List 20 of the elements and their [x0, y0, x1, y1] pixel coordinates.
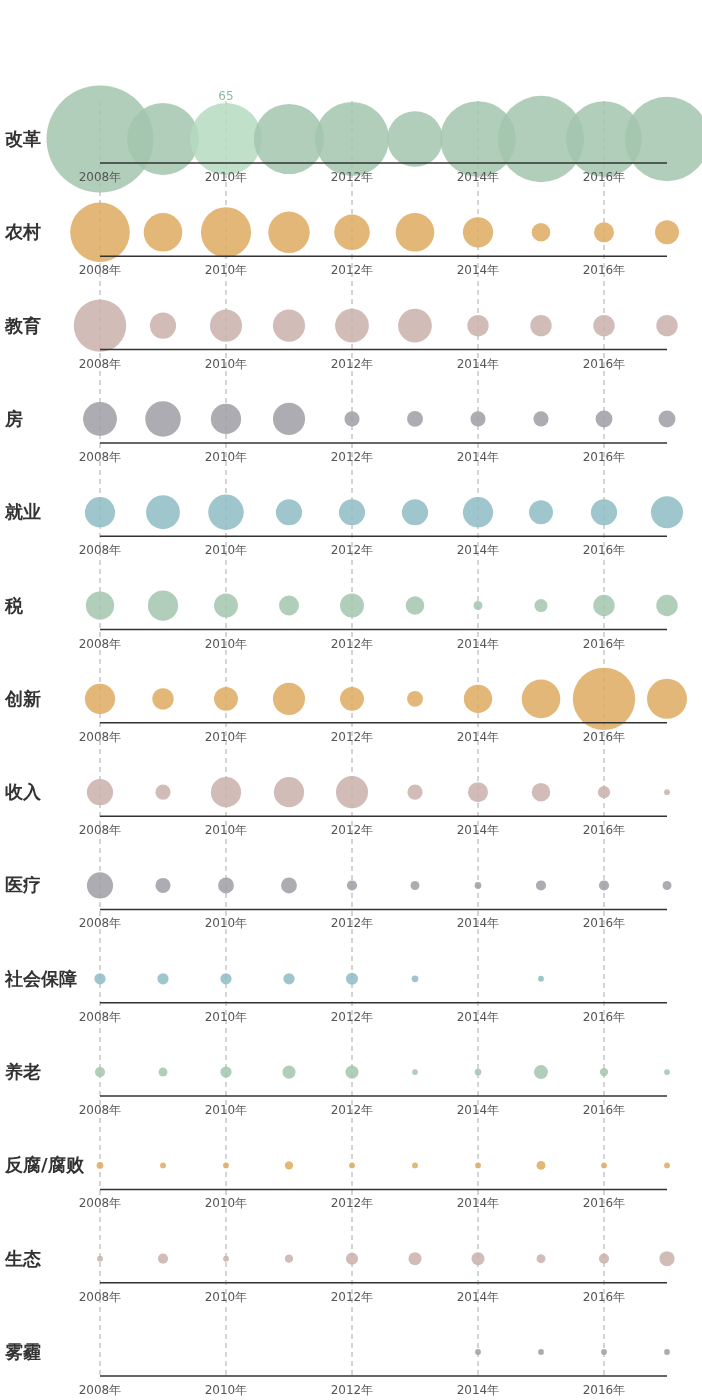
y-tick-label: 税: [4, 594, 24, 616]
annotation: 65: [218, 89, 234, 103]
y-tick-label: 医疗: [5, 874, 41, 896]
y-tick-label: 收入: [5, 781, 42, 803]
y-tick-label: 社会保障: [4, 967, 77, 989]
y-tick-label: 创新: [4, 687, 41, 709]
x-tick-label: 2016年: [582, 1383, 626, 1397]
y-tick-label: 雾霾: [4, 1341, 41, 1362]
x-tick-label: 2014年: [456, 1383, 500, 1397]
x-tick-label: 2008年: [78, 1383, 122, 1397]
y-tick-label: 教育: [4, 314, 41, 336]
y-tick-label: 生态: [4, 1247, 41, 1269]
y-tick-label: 就业: [4, 501, 41, 523]
y-tick-label: 改革: [5, 128, 41, 149]
y-tick-label: 反腐/腐败: [4, 1154, 85, 1176]
y-tick-label: 农村: [4, 221, 41, 243]
x-tick-label: 2012年: [330, 1383, 374, 1397]
x-tick-label: 2010年: [204, 1383, 248, 1397]
y-tick-label: 养老: [4, 1061, 41, 1083]
y-tick-label: 房: [4, 407, 23, 429]
